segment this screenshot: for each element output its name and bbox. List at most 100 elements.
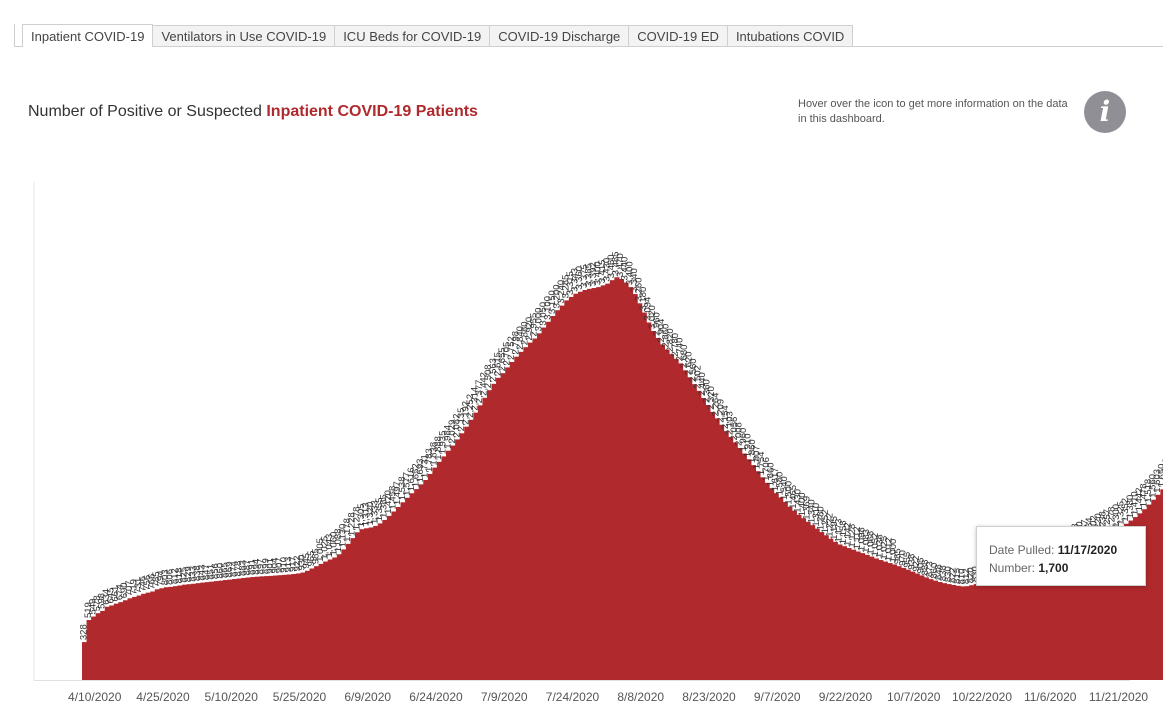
bar[interactable] [268,575,274,680]
bar[interactable] [896,566,902,680]
bar[interactable] [696,390,702,680]
bar[interactable] [905,569,911,680]
bar[interactable] [882,561,888,680]
bar[interactable] [1028,568,1034,680]
bar[interactable] [1128,520,1134,680]
bar[interactable] [723,431,729,680]
info-icon[interactable]: i [1084,91,1126,133]
bar[interactable] [755,471,761,680]
bar[interactable] [1119,526,1125,680]
bar[interactable] [423,479,429,680]
bar[interactable] [477,405,483,680]
tab-icu-beds[interactable]: ICU Beds for COVID-19 [335,25,491,46]
bar[interactable] [628,287,634,680]
bar[interactable] [295,573,301,680]
bar[interactable] [878,560,884,680]
bar[interactable] [355,532,361,680]
bar[interactable] [1069,551,1075,680]
bar[interactable] [1051,559,1057,680]
bar[interactable] [568,296,574,680]
bar[interactable] [491,383,497,680]
bar[interactable] [1037,565,1043,680]
bar[interactable] [996,578,1002,680]
bar[interactable] [341,549,347,680]
bar[interactable] [122,600,129,680]
bar[interactable] [455,439,461,680]
bar[interactable] [1073,549,1080,680]
bar[interactable] [832,541,838,680]
bar[interactable] [264,576,270,680]
bar[interactable] [914,573,920,680]
bar[interactable] [468,419,474,680]
bar[interactable] [227,579,233,680]
bar[interactable] [637,303,643,680]
bar[interactable] [509,361,515,680]
bar[interactable] [714,418,720,680]
bar[interactable] [641,312,647,680]
bar[interactable] [800,518,807,680]
bar[interactable] [596,287,602,680]
bar[interactable] [486,390,493,680]
bar[interactable] [277,575,283,680]
bar[interactable] [614,277,620,680]
bar[interactable] [514,356,520,680]
tab-discharge[interactable]: COVID-19 Discharge [490,25,630,46]
bar[interactable] [259,576,265,680]
bar[interactable] [464,426,470,680]
bar[interactable] [391,511,397,680]
bar[interactable] [951,585,957,680]
bar[interactable] [241,577,247,680]
bar[interactable] [609,280,615,680]
bar[interactable] [1151,499,1157,680]
bar[interactable] [928,579,934,680]
bar[interactable] [992,579,998,680]
bar[interactable] [646,322,652,680]
bar[interactable] [1142,509,1148,680]
bar[interactable] [605,283,611,680]
bar[interactable] [600,285,606,680]
bar[interactable] [1133,517,1139,680]
bar[interactable] [577,291,584,680]
bar[interactable] [650,331,656,680]
bar[interactable] [960,586,966,680]
bar[interactable] [291,574,297,680]
bar[interactable] [168,586,174,680]
bar[interactable] [182,584,188,680]
bar[interactable] [778,497,784,680]
bar[interactable] [632,294,638,680]
bar[interactable] [418,484,424,680]
bar[interactable] [1114,529,1120,680]
bar[interactable] [1123,523,1130,680]
bar[interactable] [787,506,793,680]
bar[interactable] [405,497,411,680]
bar[interactable] [678,363,684,680]
bar[interactable] [1055,557,1061,680]
bar[interactable] [919,575,925,680]
bar[interactable] [887,563,893,680]
bar[interactable] [482,397,488,680]
bar[interactable] [819,532,825,680]
bar[interactable] [932,580,938,680]
bar[interactable] [532,338,538,680]
bar[interactable] [987,580,993,680]
bar[interactable] [213,581,220,680]
bar[interactable] [1023,569,1029,680]
bar[interactable] [746,459,752,680]
bar[interactable] [973,584,979,680]
bar[interactable] [327,559,333,680]
bar[interactable] [1083,545,1089,680]
bar[interactable] [100,610,106,680]
bar[interactable] [1146,504,1152,680]
bar[interactable] [177,585,183,680]
bar[interactable] [750,465,756,680]
bar[interactable] [728,436,734,680]
bar[interactable] [95,613,101,680]
bar[interactable] [304,570,311,680]
bar[interactable] [910,571,916,680]
bar[interactable] [1087,543,1093,680]
bar[interactable] [791,510,797,680]
bar[interactable] [113,603,119,680]
bar[interactable] [286,574,292,681]
bar[interactable] [1046,561,1052,680]
bar[interactable] [741,453,747,680]
